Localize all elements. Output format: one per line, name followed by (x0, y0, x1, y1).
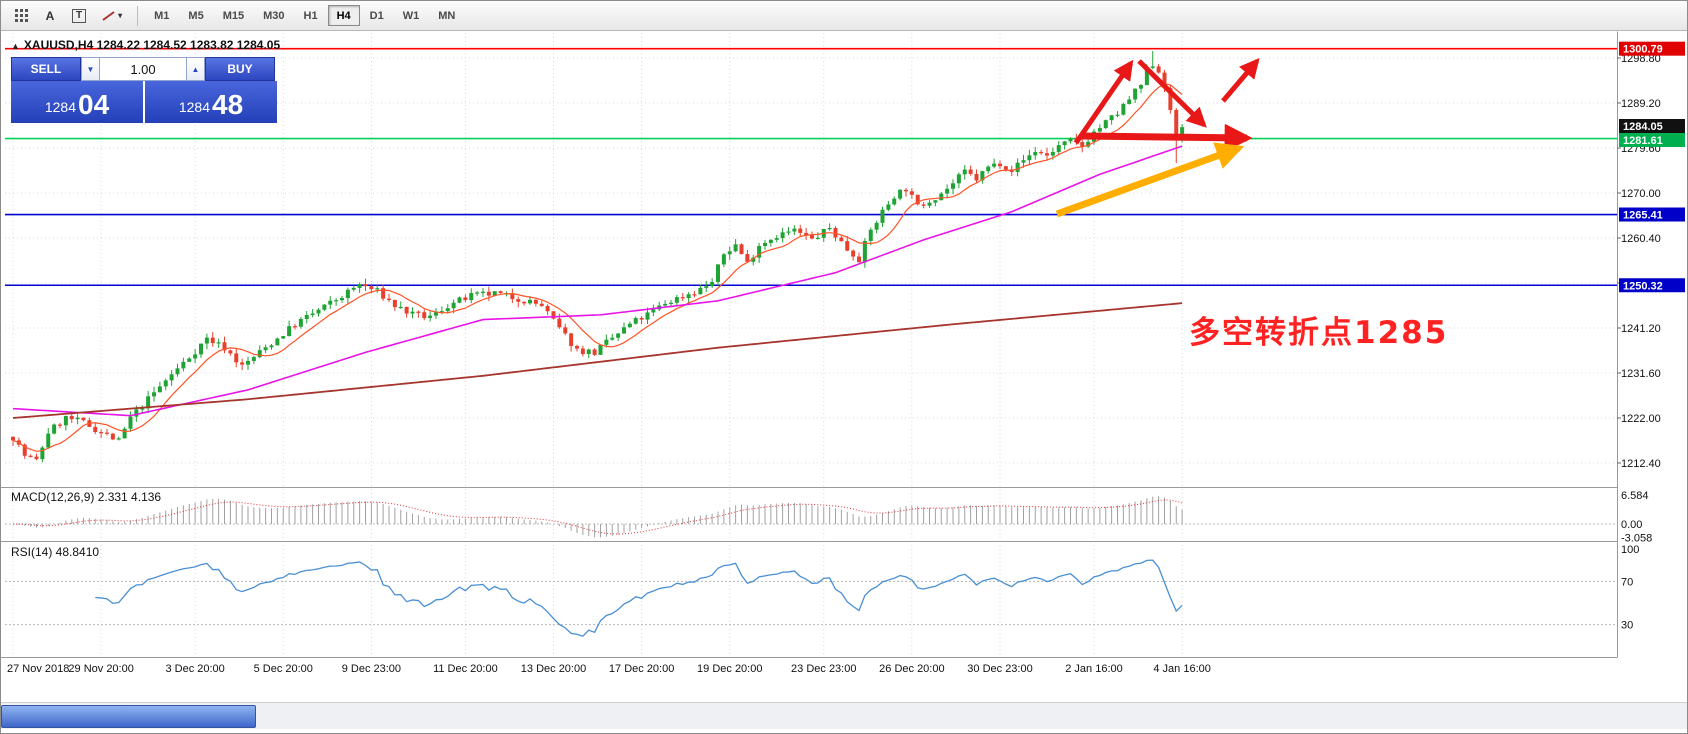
svg-text:13 Dec 20:00: 13 Dec 20:00 (521, 663, 586, 675)
svg-text:1270.00: 1270.00 (1621, 188, 1661, 200)
svg-text:4 Jan 16:00: 4 Jan 16:00 (1153, 663, 1211, 675)
svg-text:0.00: 0.00 (1621, 519, 1642, 531)
volume-input[interactable] (100, 57, 186, 81)
tf-button-m30[interactable]: M30 (254, 5, 293, 26)
svg-text:70: 70 (1621, 576, 1633, 588)
sell-price-main: 1284 (44, 99, 76, 115)
trendline-icon (102, 10, 115, 21)
svg-text:1281.61: 1281.61 (1623, 135, 1663, 147)
buy-price-pips: 48 (212, 89, 244, 120)
trade-prices-row: 1284 04 1284 48 (11, 81, 277, 123)
tf-button-mn[interactable]: MN (429, 5, 464, 26)
text-tool-button[interactable]: T (65, 5, 93, 27)
svg-text:1298.80: 1298.80 (1621, 53, 1661, 65)
chevron-down-icon: ▾ (118, 11, 123, 20)
svg-text:2 Jan 16:00: 2 Jan 16:00 (1065, 663, 1123, 675)
svg-text:11 Dec 20:00: 11 Dec 20:00 (433, 663, 498, 675)
tf-button-w1[interactable]: W1 (394, 5, 429, 26)
svg-text:23 Dec 23:00: 23 Dec 23:00 (791, 663, 856, 675)
shapes-tool-button[interactable]: ▾ (95, 5, 129, 27)
rsi-indicator-label: RSI(14) 48.8410 (11, 545, 100, 559)
svg-text:1300.79: 1300.79 (1623, 44, 1663, 56)
macd-indicator-label: MACD(12,26,9) 2.331 4.136 (11, 490, 162, 504)
svg-text:29 Nov 20:00: 29 Nov 20:00 (68, 663, 133, 675)
horizontal-scrollbar[interactable] (1, 702, 1687, 729)
tf-button-d1[interactable]: D1 (361, 5, 393, 26)
toolbar-separator (137, 5, 139, 26)
svg-text:30 Dec 23:00: 30 Dec 23:00 (967, 663, 1032, 675)
text-icon: T (72, 8, 87, 23)
svg-text:1222.00: 1222.00 (1621, 413, 1661, 425)
tf-button-m5[interactable]: M5 (179, 5, 212, 26)
volume-increase-button[interactable]: ▲ (186, 57, 205, 81)
svg-text:9 Dec 23:00: 9 Dec 23:00 (342, 663, 401, 675)
tf-button-m15[interactable]: M15 (214, 5, 253, 26)
sell-button[interactable]: SELL (11, 57, 81, 81)
sell-price-display[interactable]: 1284 04 (11, 81, 143, 123)
chevron-up-icon: ▲ (191, 64, 200, 74)
chevron-down-icon: ▼ (86, 64, 95, 74)
volume-dropdown-button[interactable]: ▼ (81, 57, 100, 81)
svg-text:26 Dec 20:00: 26 Dec 20:00 (879, 663, 944, 675)
timeframe-group: M1 M5 M15 M30 H1 H4 D1 W1 MN (145, 5, 464, 26)
horizontal-scrollbar-thumb[interactable] (1, 705, 256, 728)
svg-text:30: 30 (1621, 620, 1633, 632)
svg-text:17 Dec 20:00: 17 Dec 20:00 (609, 663, 674, 675)
svg-text:1241.20: 1241.20 (1621, 323, 1661, 335)
svg-text:1250.32: 1250.32 (1623, 280, 1663, 292)
svg-text:1284.05: 1284.05 (1623, 121, 1663, 133)
tf-button-h1[interactable]: H1 (295, 5, 327, 26)
buy-price-display[interactable]: 1284 48 (145, 81, 277, 123)
svg-text:19 Dec 20:00: 19 Dec 20:00 (697, 663, 762, 675)
svg-text:1231.60: 1231.60 (1621, 368, 1661, 380)
grid-tool-button[interactable] (8, 5, 35, 27)
sell-price-pips: 04 (78, 89, 110, 120)
chart-annotation-text: 多空转折点1285 (1189, 315, 1449, 351)
cursor-icon: A (45, 8, 55, 23)
svg-text:1289.20: 1289.20 (1621, 98, 1661, 110)
symbol-ohlc-values: 1284.22 1284.52 1283.82 1284.05 (96, 38, 281, 52)
cursor-tool-button[interactable]: A (37, 5, 63, 27)
trade-controls-row: SELL ▼ ▲ BUY (11, 57, 277, 81)
grid-icon (15, 9, 28, 22)
svg-text:1265.41: 1265.41 (1623, 210, 1663, 222)
tf-button-h4[interactable]: H4 (327, 5, 360, 26)
buy-button[interactable]: BUY (205, 57, 275, 81)
svg-text:1212.40: 1212.40 (1621, 458, 1661, 470)
svg-text:27 Nov 2018: 27 Nov 2018 (7, 663, 69, 675)
svg-text:3 Dec 20:00: 3 Dec 20:00 (165, 663, 224, 675)
svg-text:100: 100 (1621, 544, 1639, 556)
svg-text:5 Dec 20:00: 5 Dec 20:00 (254, 663, 313, 675)
svg-text:-3.058: -3.058 (1621, 533, 1652, 545)
symbol-ohlc-line: ▲ XAUUSD,H4 1284.22 1284.52 1283.82 1284.… (11, 38, 280, 52)
symbol-marker-icon: ▲ (11, 41, 20, 51)
tf-button-m1[interactable]: M1 (145, 5, 178, 26)
svg-text:6.584: 6.584 (1621, 490, 1649, 502)
symbol-title: XAUUSD,H4 (23, 38, 94, 52)
toolbar: A T ▾ M1 M5 M15 M30 H1 H4 D1 W1 MN (1, 1, 1687, 31)
buy-price-main: 1284 (178, 99, 210, 115)
svg-text:1260.40: 1260.40 (1621, 233, 1661, 245)
